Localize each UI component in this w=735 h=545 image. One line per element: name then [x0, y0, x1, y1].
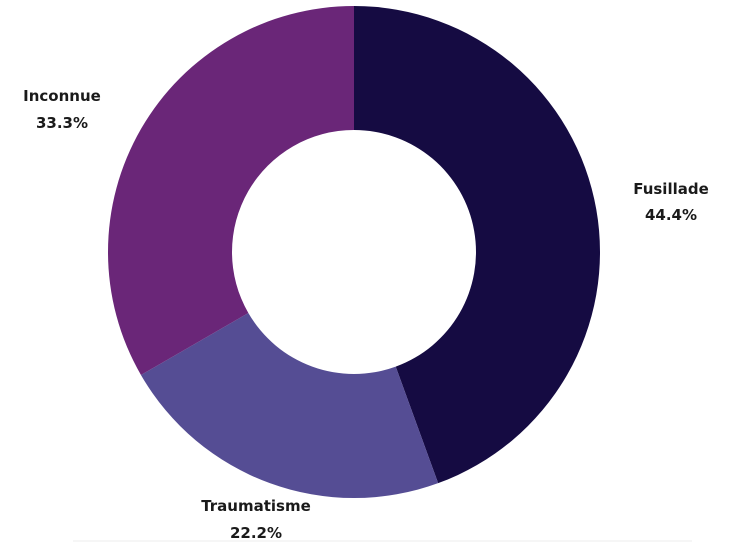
- slice-percent-traumatisme: 22.2%: [230, 524, 282, 542]
- slice-traumatisme[interactable]: [140, 313, 439, 498]
- slice-label-traumatisme: Traumatisme: [201, 497, 311, 515]
- slice-percent-inconnue: 33.3%: [36, 114, 88, 132]
- slice-fusillade[interactable]: [354, 6, 600, 484]
- slices-group: [107, 6, 600, 498]
- slice-label-fusillade: Fusillade: [633, 180, 709, 198]
- slice-inconnue[interactable]: [107, 6, 354, 375]
- labels-group: Fusillade 44.4% Traumatisme 22.2% Inconnue 33…: [23, 87, 709, 542]
- slice-percent-fusillade: 44.4%: [645, 206, 697, 224]
- slice-label-inconnue: Inconnue: [23, 87, 101, 105]
